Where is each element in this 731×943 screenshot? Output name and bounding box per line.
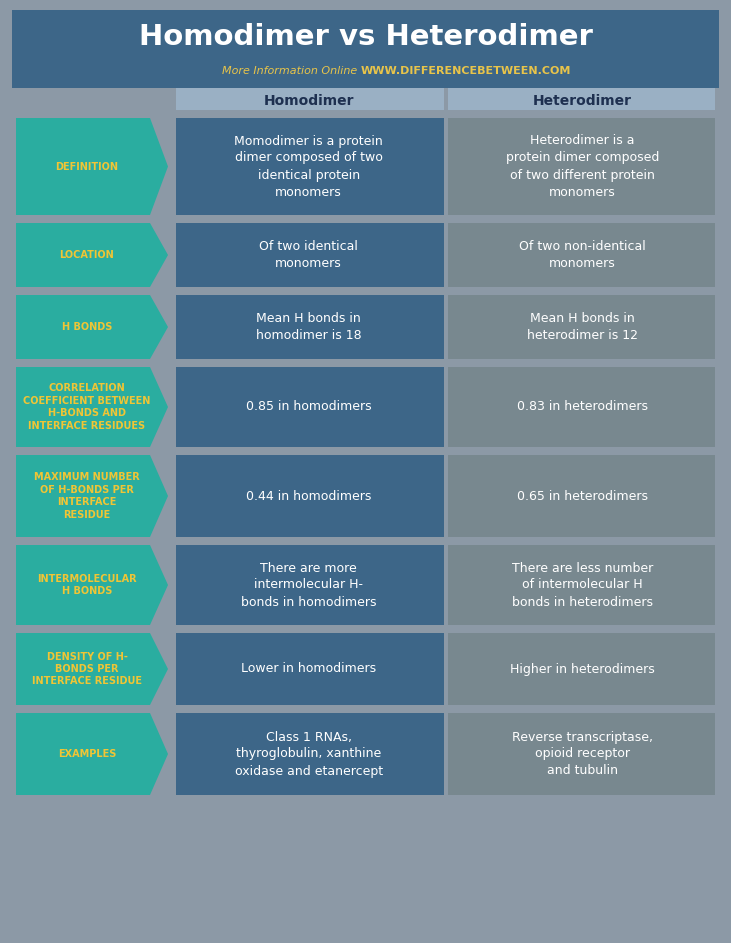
Text: 0.65 in heterodimers: 0.65 in heterodimers [517, 489, 648, 503]
Text: INTERMOLECULAR
H BONDS: INTERMOLECULAR H BONDS [37, 573, 137, 596]
Bar [447, 713, 715, 795]
Text: H BONDS: H BONDS [62, 322, 112, 332]
Text: Higher in heterodimers: Higher in heterodimers [510, 663, 655, 675]
Bar [447, 295, 715, 359]
Text: 0.83 in heterodimers: 0.83 in heterodimers [517, 401, 648, 413]
Polygon shape [16, 633, 168, 705]
Bar [176, 455, 444, 537]
Text: Homodimer: Homodimer [263, 94, 354, 108]
Bar [447, 545, 715, 625]
Text: Heterodimer: Heterodimer [533, 94, 632, 108]
Polygon shape [16, 545, 168, 625]
Bar [176, 223, 444, 287]
Bar [447, 367, 715, 447]
Text: MAXIMUM NUMBER
OF H-BONDS PER
INTERFACE
RESIDUE: MAXIMUM NUMBER OF H-BONDS PER INTERFACE … [34, 472, 140, 520]
Polygon shape [16, 367, 168, 447]
Polygon shape [16, 223, 168, 287]
Text: CORRELATION
COEFFICIENT BETWEEN
H-BONDS AND
INTERFACE RESIDUES: CORRELATION COEFFICIENT BETWEEN H-BONDS … [23, 384, 151, 431]
Text: 0.85 in homodimers: 0.85 in homodimers [246, 401, 371, 413]
Polygon shape [16, 295, 168, 359]
Text: There are less number
of intermolecular H
bonds in heterodimers: There are less number of intermolecular … [512, 561, 653, 608]
Text: Mean H bonds in
heterodimer is 12: Mean H bonds in heterodimer is 12 [527, 312, 637, 342]
Bar [176, 633, 444, 705]
Text: 0.44 in homodimers: 0.44 in homodimers [246, 489, 371, 503]
Text: Homodimer vs Heterodimer: Homodimer vs Heterodimer [139, 24, 592, 51]
Text: DEFINITION: DEFINITION [56, 161, 118, 172]
Bar [447, 88, 715, 110]
Text: WWW.DIFFERENCEBETWEEN.COM: WWW.DIFFERENCEBETWEEN.COM [360, 66, 571, 75]
Text: Reverse transcriptase,
opioid receptor
and tubulin: Reverse transcriptase, opioid receptor a… [512, 731, 653, 777]
Bar [447, 633, 715, 705]
Bar [447, 455, 715, 537]
Text: Momodimer is a protein
dimer composed of two
identical protein
monomers: Momodimer is a protein dimer composed of… [235, 135, 383, 198]
Text: DENSITY OF H-
BONDS PER
INTERFACE RESIDUE: DENSITY OF H- BONDS PER INTERFACE RESIDU… [32, 652, 142, 687]
Bar [12, 10, 719, 88]
Bar [176, 713, 444, 795]
Polygon shape [16, 713, 168, 795]
Text: There are more
intermolecular H-
bonds in homodimers: There are more intermolecular H- bonds i… [241, 561, 376, 608]
Bar [176, 367, 444, 447]
Text: EXAMPLES: EXAMPLES [58, 749, 116, 759]
Polygon shape [16, 455, 168, 537]
Text: More Information Online: More Information Online [221, 66, 360, 75]
Text: Heterodimer is a
protein dimer composed
of two different protein
monomers: Heterodimer is a protein dimer composed … [506, 135, 659, 198]
Bar [447, 118, 715, 215]
Bar [447, 223, 715, 287]
Text: Of two identical
monomers: Of two identical monomers [260, 240, 358, 270]
Bar [176, 118, 444, 215]
Text: Mean H bonds in
homodimer is 18: Mean H bonds in homodimer is 18 [256, 312, 362, 342]
Bar [176, 295, 444, 359]
Bar [176, 545, 444, 625]
Text: Of two non-identical
monomers: Of two non-identical monomers [519, 240, 645, 270]
Text: LOCATION: LOCATION [60, 250, 114, 260]
Text: Class 1 RNAs,
thyroglobulin, xanthine
oxidase and etanercept: Class 1 RNAs, thyroglobulin, xanthine ox… [235, 731, 383, 777]
Text: Lower in homodimers: Lower in homodimers [241, 663, 376, 675]
Polygon shape [16, 118, 168, 215]
Bar [176, 88, 444, 110]
